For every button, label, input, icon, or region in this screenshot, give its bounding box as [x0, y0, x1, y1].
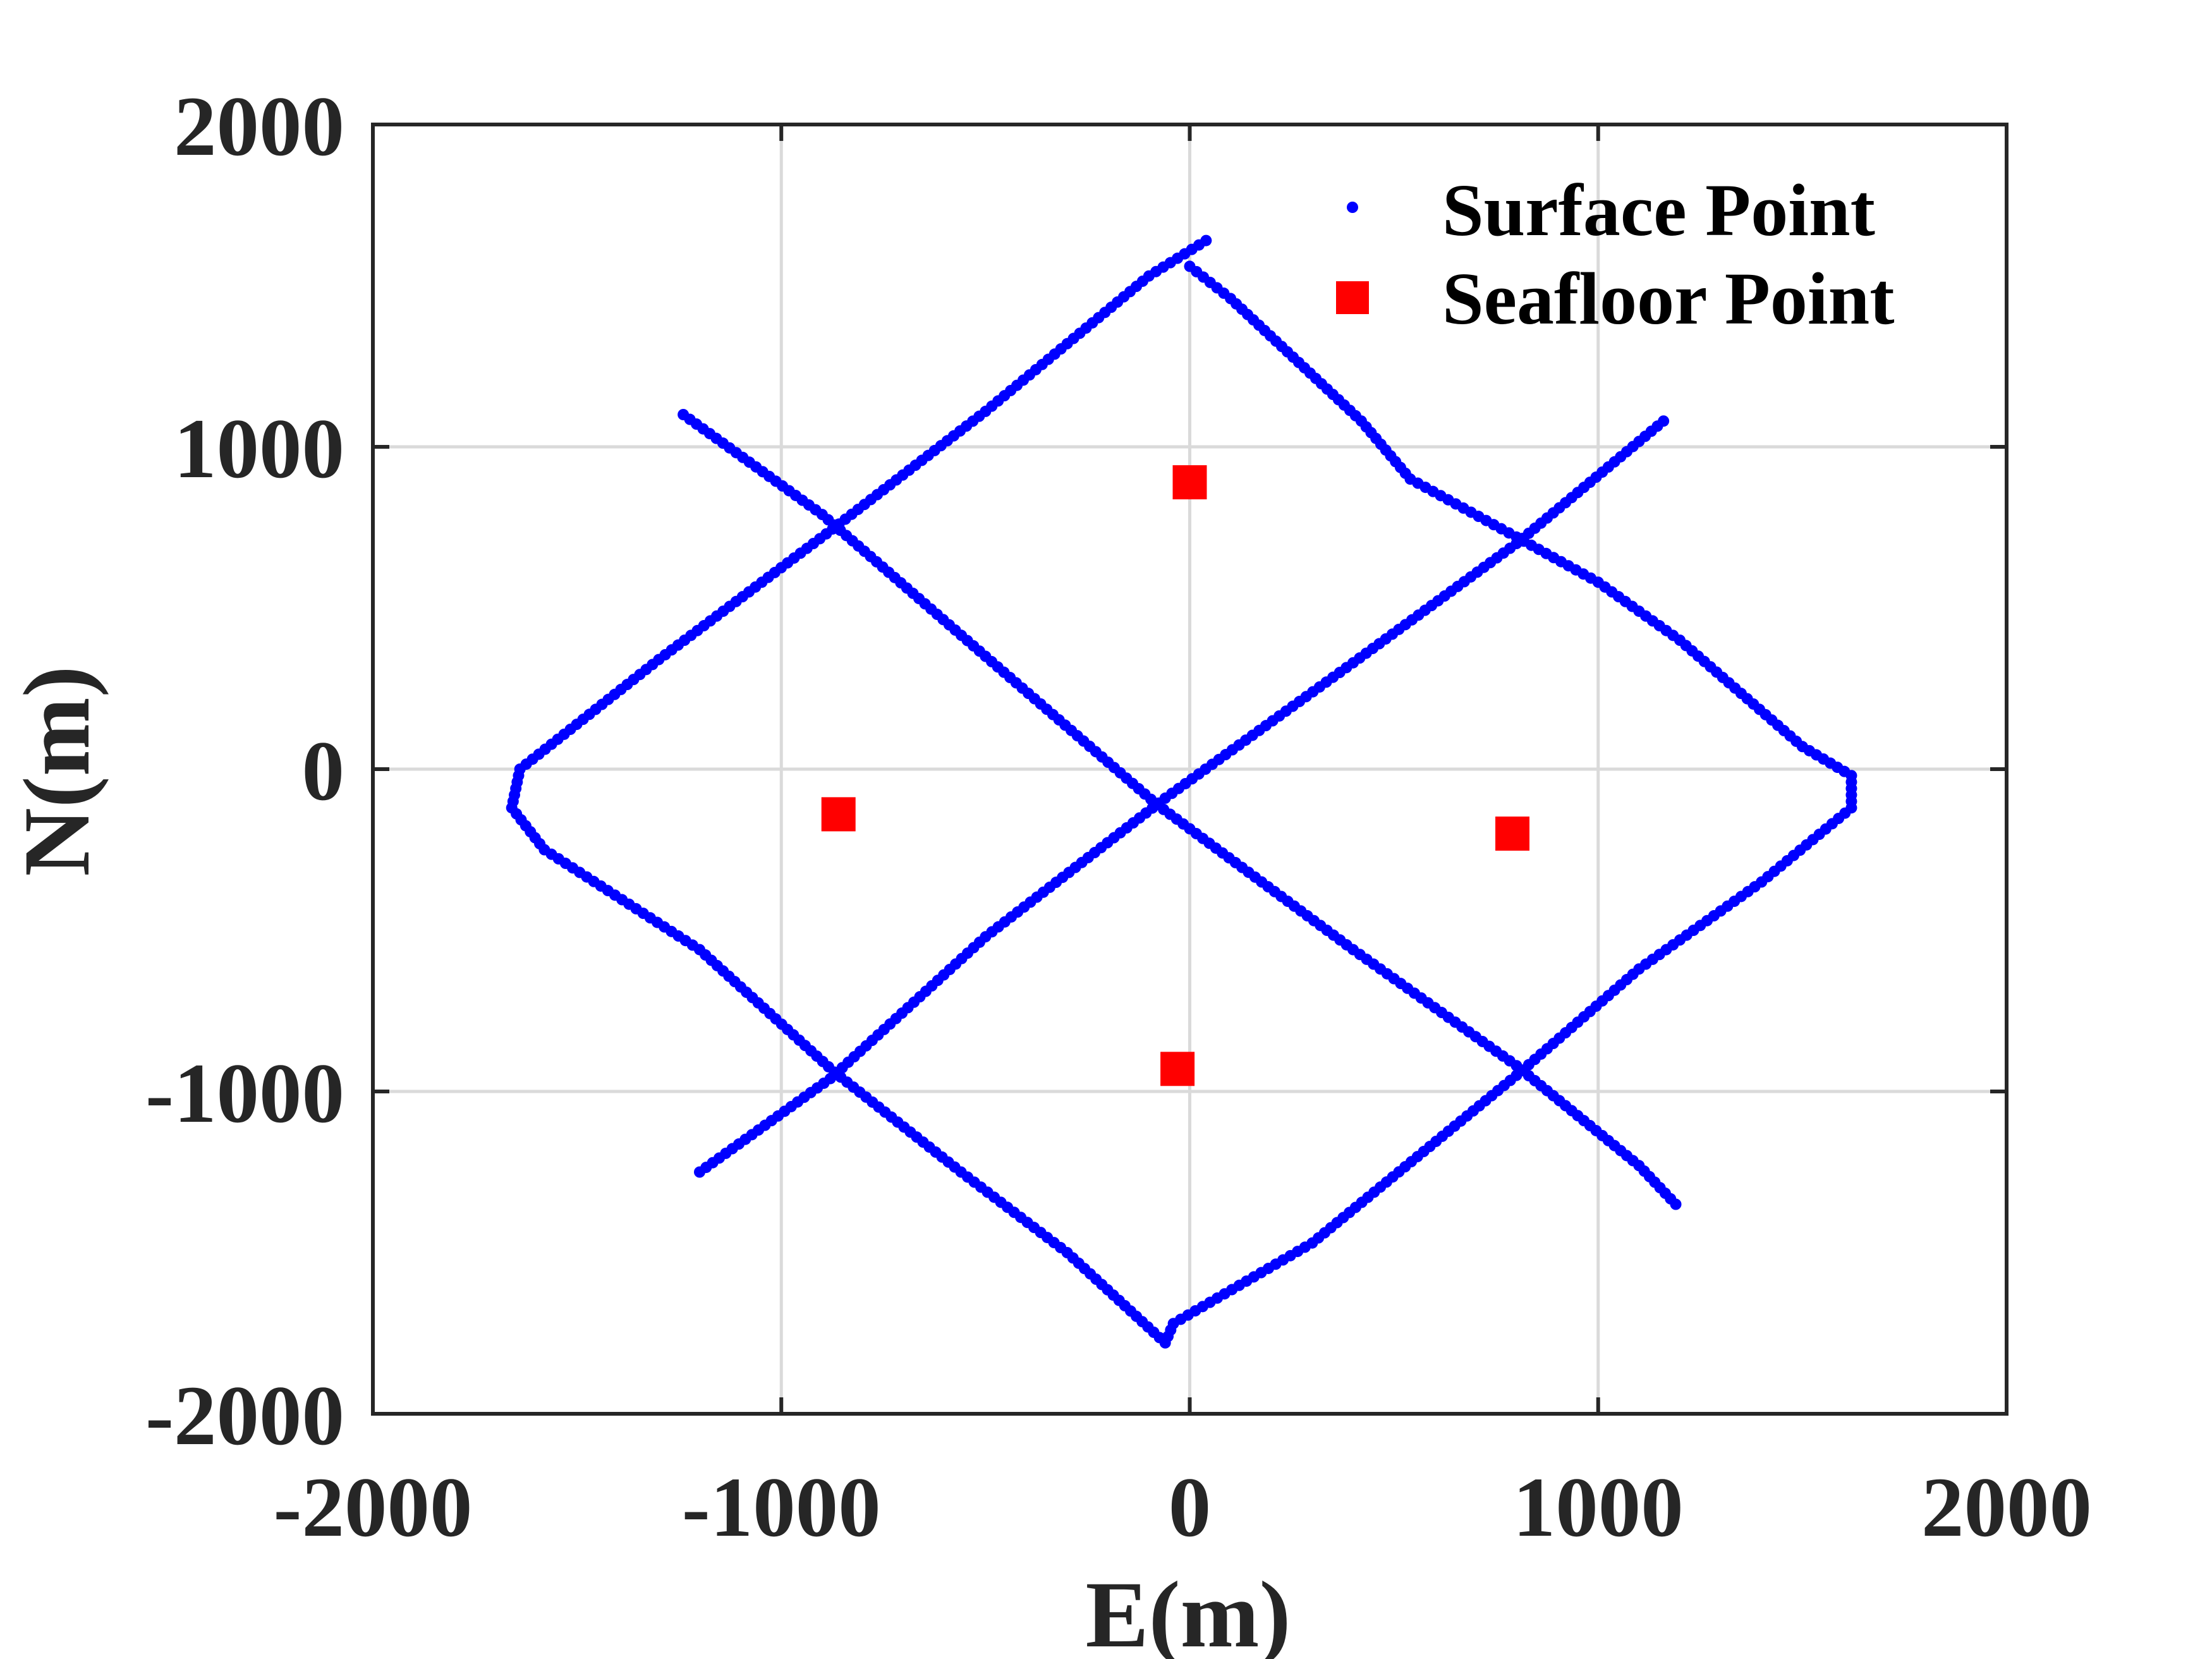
y-tick-label: -2000	[145, 1369, 344, 1463]
y-tick-label: 0	[302, 724, 345, 818]
seafloor-point	[1160, 1052, 1195, 1086]
y-axis-title: N(m)	[4, 665, 109, 876]
surface-point	[1184, 260, 1196, 272]
legend-surface-point-marker	[1347, 202, 1358, 213]
surface-point	[1658, 415, 1670, 427]
x-tick-label: 2000	[1921, 1461, 2092, 1555]
y-tick-label: 2000	[174, 80, 344, 174]
axes-frame	[371, 123, 2008, 1416]
x-tick-label: 0	[1169, 1461, 1212, 1555]
plot-data	[506, 234, 1857, 1349]
legend: Surface Point Seafloor Point	[1336, 169, 1895, 340]
x-axis-title: E(m)	[1086, 1562, 1291, 1659]
x-tick-label: -2000	[274, 1461, 473, 1555]
legend-seafloor-point-marker	[1336, 281, 1369, 314]
legend-seafloor-point-label: Seafloor Point	[1442, 257, 1895, 340]
x-tick-label: 1000	[1513, 1461, 1684, 1555]
tick-labels: -2000 -1000 0 1000 2000 -2000 -1000 0 1000 2000	[145, 80, 2092, 1555]
x-tick-label: -1000	[682, 1461, 881, 1555]
seafloor-point	[1495, 817, 1530, 851]
seafloor-point	[1172, 465, 1207, 500]
y-tick-label: 1000	[174, 402, 344, 496]
surface-point	[1670, 1198, 1682, 1210]
seafloor-point	[821, 797, 856, 832]
grid-lines	[373, 125, 2007, 1414]
legend-surface-point-label: Surface Point	[1442, 169, 1875, 252]
y-tick-label: -1000	[145, 1047, 344, 1141]
